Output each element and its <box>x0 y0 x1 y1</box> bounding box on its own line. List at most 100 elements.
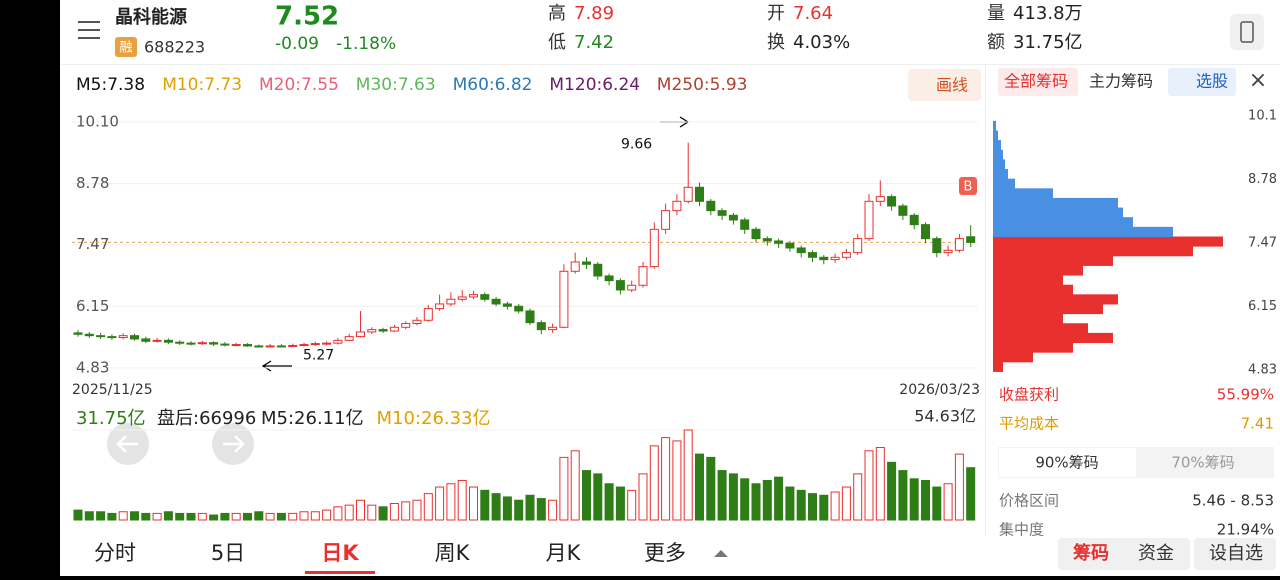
candle-body <box>84 333 94 337</box>
bottom-tab[interactable]: 周K <box>435 541 471 565</box>
volume-bar <box>808 493 817 521</box>
volume-bar <box>943 483 953 521</box>
candle-body <box>344 336 354 341</box>
volume-bar <box>819 494 829 521</box>
candle-body <box>932 238 942 254</box>
stat-value: 4.03% <box>793 32 850 53</box>
chip-bar <box>993 130 998 141</box>
volume-legend: M10:26.33亿 <box>377 408 491 429</box>
side-btn-bg <box>1194 538 1276 570</box>
candle-body <box>921 224 930 240</box>
annotation: 9.66 <box>621 137 652 153</box>
stat-label: 额 <box>987 32 1005 53</box>
volume-bar <box>728 473 738 521</box>
close-icon[interactable]: × <box>1249 68 1267 93</box>
range-tab[interactable]: 90%筹码 <box>1035 454 1098 472</box>
chip-tick-label: 4.83 <box>1248 363 1277 378</box>
stat-value: 7.64 <box>793 3 833 24</box>
volume-bar <box>84 511 94 521</box>
candle-body <box>175 341 185 344</box>
chip-bar <box>993 236 1223 247</box>
detail-label: 价格区间 <box>999 492 1059 510</box>
bottom-tab[interactable]: 日K <box>321 541 359 565</box>
volume-bar <box>401 501 411 521</box>
candle-body <box>141 338 151 342</box>
draw-button[interactable]: 画线 <box>936 76 968 95</box>
volume-bar <box>898 470 908 521</box>
volume-bar <box>627 489 637 521</box>
stat-value: 413.8万 <box>1013 3 1083 24</box>
volume-bar <box>751 483 761 521</box>
candle-body <box>130 335 139 340</box>
volume-bar <box>446 483 456 521</box>
chip-bar <box>993 149 1003 160</box>
candle-body <box>898 205 908 216</box>
range-tab[interactable]: 70%筹码 <box>1171 454 1234 472</box>
candle-body <box>717 210 727 216</box>
bottom-tab[interactable]: 月K <box>546 541 582 565</box>
chip-bar <box>993 313 1063 324</box>
candle-body <box>774 240 784 244</box>
volume-bar <box>378 506 388 521</box>
volume-bar <box>841 486 851 521</box>
volume-bar <box>209 514 219 521</box>
volume-bar <box>152 512 162 521</box>
chip-bar <box>993 246 1193 257</box>
candle-body <box>615 280 625 291</box>
side-button[interactable]: 筹码 <box>1073 542 1109 564</box>
side-button[interactable]: 资金 <box>1138 543 1174 564</box>
chip-bar <box>993 169 1008 180</box>
chip-bar <box>993 265 1083 276</box>
chip-bar <box>993 217 1133 228</box>
bottom-tab[interactable]: 更多 <box>644 541 686 565</box>
y-tick-label: 7.47 <box>76 235 109 253</box>
candle-body <box>672 200 682 212</box>
stock-name: 晶科能源 <box>115 6 187 28</box>
chip-stat-label: 平均成本 <box>999 415 1059 433</box>
candle-body <box>661 210 671 230</box>
candle-body <box>446 298 456 305</box>
volume-bar <box>536 498 546 521</box>
volume-bar <box>525 494 535 521</box>
volume-bar <box>299 511 309 521</box>
candle-body <box>570 261 580 272</box>
candle-body <box>469 294 478 298</box>
candle-body <box>118 335 128 339</box>
candle-body <box>785 242 795 249</box>
volume-bar <box>864 450 874 521</box>
candle-body <box>209 342 219 345</box>
volume-bar <box>288 512 298 521</box>
candle-body <box>853 238 863 254</box>
buy-marker: B <box>964 180 973 195</box>
bottom-tab[interactable]: 分时 <box>94 541 136 565</box>
chip-stat-value: 7.41 <box>1241 415 1274 433</box>
candle-body <box>604 275 614 282</box>
volume-bar <box>502 496 512 521</box>
candle-body <box>819 256 829 261</box>
side-button[interactable]: 设自选 <box>1209 543 1263 564</box>
volume-bar <box>333 506 343 521</box>
x-start-label: 2025/11/25 <box>72 382 153 398</box>
volume-bar <box>118 511 128 521</box>
chip-tab[interactable]: 全部筹码 <box>1004 72 1068 91</box>
volume-bar <box>582 470 591 521</box>
candle-body <box>322 342 332 345</box>
chip-bar <box>993 207 1123 218</box>
bottom-tab[interactable]: 5日 <box>211 541 245 565</box>
volume-bar <box>672 440 682 521</box>
side-btn-bg <box>1058 538 1190 570</box>
volume-bar <box>73 509 83 521</box>
volume-bar <box>469 486 478 521</box>
tab-underline <box>305 571 375 574</box>
chip-bar <box>993 303 1103 315</box>
chip-tab[interactable]: 选股 <box>1196 72 1228 91</box>
chip-tab[interactable]: 主力筹码 <box>1089 72 1153 91</box>
candle-body <box>502 303 512 307</box>
candle-body <box>412 319 422 325</box>
volume-bar <box>480 489 490 521</box>
candle-body <box>649 228 659 268</box>
volume-bar <box>695 453 704 521</box>
y-tick-label: 4.83 <box>76 358 109 376</box>
chip-bar <box>993 197 1118 209</box>
